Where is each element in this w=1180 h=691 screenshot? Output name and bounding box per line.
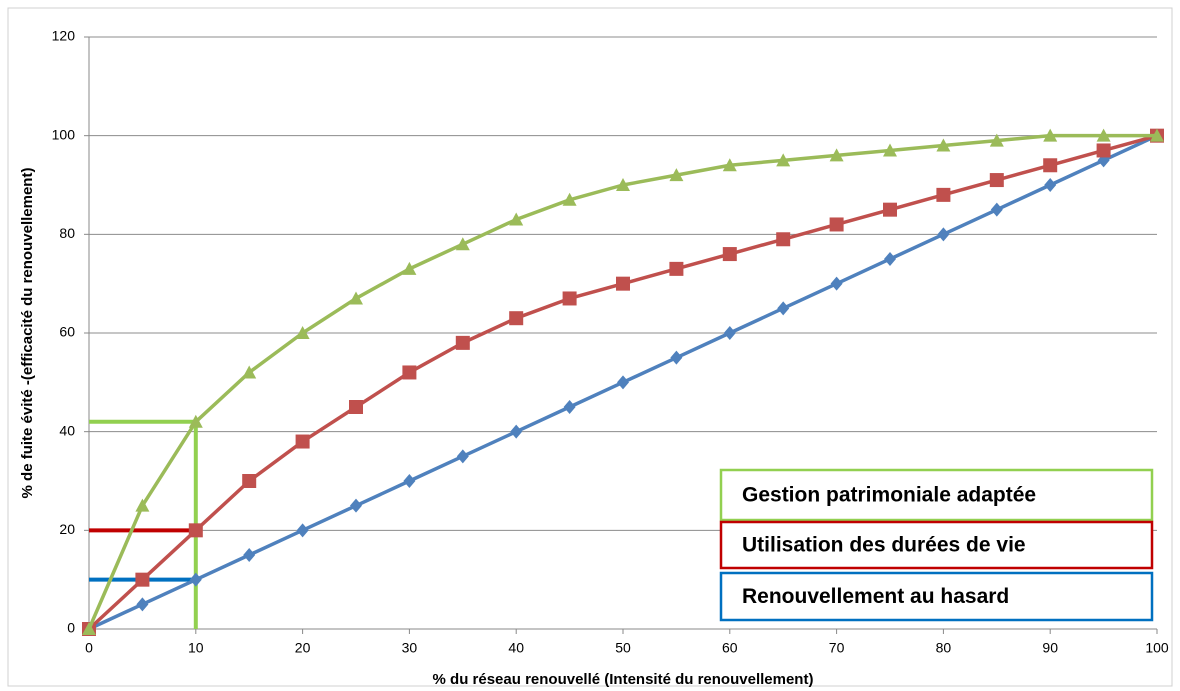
marker — [669, 168, 684, 182]
marker — [456, 449, 469, 464]
marker — [350, 498, 362, 513]
marker — [509, 212, 524, 226]
marker — [510, 424, 523, 439]
marker — [670, 350, 683, 365]
legend-box — [719, 520, 1154, 570]
marker — [723, 326, 736, 340]
marker — [1096, 143, 1111, 158]
marker — [776, 232, 791, 247]
marker — [777, 301, 790, 316]
y-tick-label: 20 — [59, 521, 75, 537]
y-tick-label: 120 — [52, 28, 76, 44]
marker — [349, 400, 363, 414]
marker — [509, 311, 524, 326]
marker — [1043, 128, 1058, 142]
marker — [562, 192, 577, 206]
y-axis-label: % de fuite évité -(efficacité du renouve… — [19, 168, 36, 499]
y-tick-label: 100 — [52, 126, 76, 142]
marker — [295, 434, 310, 449]
x-tick-label: 20 — [295, 640, 311, 656]
y-tick-label: 60 — [59, 324, 75, 340]
marker — [883, 202, 897, 217]
marker — [189, 572, 202, 587]
x-tick-label: 80 — [936, 640, 952, 656]
marker — [135, 498, 150, 512]
marker — [243, 548, 256, 562]
marker — [563, 400, 576, 414]
marker — [188, 414, 203, 428]
x-tick-label: 30 — [402, 640, 418, 656]
x-tick-label: 10 — [188, 640, 204, 656]
x-tick-label: 100 — [1145, 640, 1169, 656]
marker — [722, 158, 737, 172]
marker — [1150, 128, 1164, 142]
marker — [135, 572, 150, 587]
x-tick-label: 60 — [722, 640, 738, 656]
marker — [830, 276, 843, 291]
marker — [136, 597, 149, 612]
marker — [829, 148, 844, 162]
marker — [616, 178, 630, 191]
x-tick-label: 0 — [85, 640, 93, 656]
legend-label: Renouvellement au hasard — [742, 585, 1009, 608]
marker — [402, 365, 417, 380]
marker — [883, 143, 897, 157]
marker — [403, 474, 416, 488]
marker — [884, 252, 896, 266]
y-tick-label: 0 — [67, 620, 75, 636]
marker — [1096, 128, 1111, 142]
marker — [829, 217, 844, 232]
marker — [937, 227, 950, 242]
marker — [616, 276, 630, 291]
marker — [455, 237, 470, 251]
legend-box — [719, 468, 1154, 522]
marker — [776, 153, 791, 167]
x-axis-label: % du réseau renouvellé (Intensité du ren… — [433, 671, 814, 688]
marker — [936, 187, 951, 202]
marker — [402, 261, 417, 275]
marker — [989, 133, 1004, 147]
marker — [349, 291, 363, 305]
marker — [1043, 158, 1058, 173]
x-tick-label: 90 — [1042, 640, 1058, 656]
marker — [989, 173, 1004, 188]
y-tick-label: 40 — [59, 422, 75, 438]
marker — [936, 138, 951, 152]
marker — [296, 523, 309, 538]
y-tick-label: 80 — [59, 225, 75, 241]
marker — [617, 375, 629, 390]
legend-label: Gestion patrimoniale adaptée — [742, 484, 1036, 507]
x-tick-label: 50 — [615, 640, 631, 656]
marker — [295, 326, 310, 339]
marker — [990, 202, 1003, 217]
marker — [562, 291, 577, 306]
marker — [82, 622, 96, 635]
marker — [242, 365, 257, 379]
marker — [242, 474, 257, 488]
legend-label: Utilisation des durées de vie — [742, 534, 1026, 557]
marker — [188, 523, 203, 538]
marker — [455, 335, 470, 350]
x-tick-label: 70 — [829, 640, 845, 656]
marker — [722, 247, 737, 262]
marker — [1044, 178, 1057, 192]
chart-frame — [7, 7, 1173, 687]
legend-box — [719, 571, 1154, 622]
marker — [669, 261, 684, 276]
x-tick-label: 40 — [508, 640, 524, 656]
